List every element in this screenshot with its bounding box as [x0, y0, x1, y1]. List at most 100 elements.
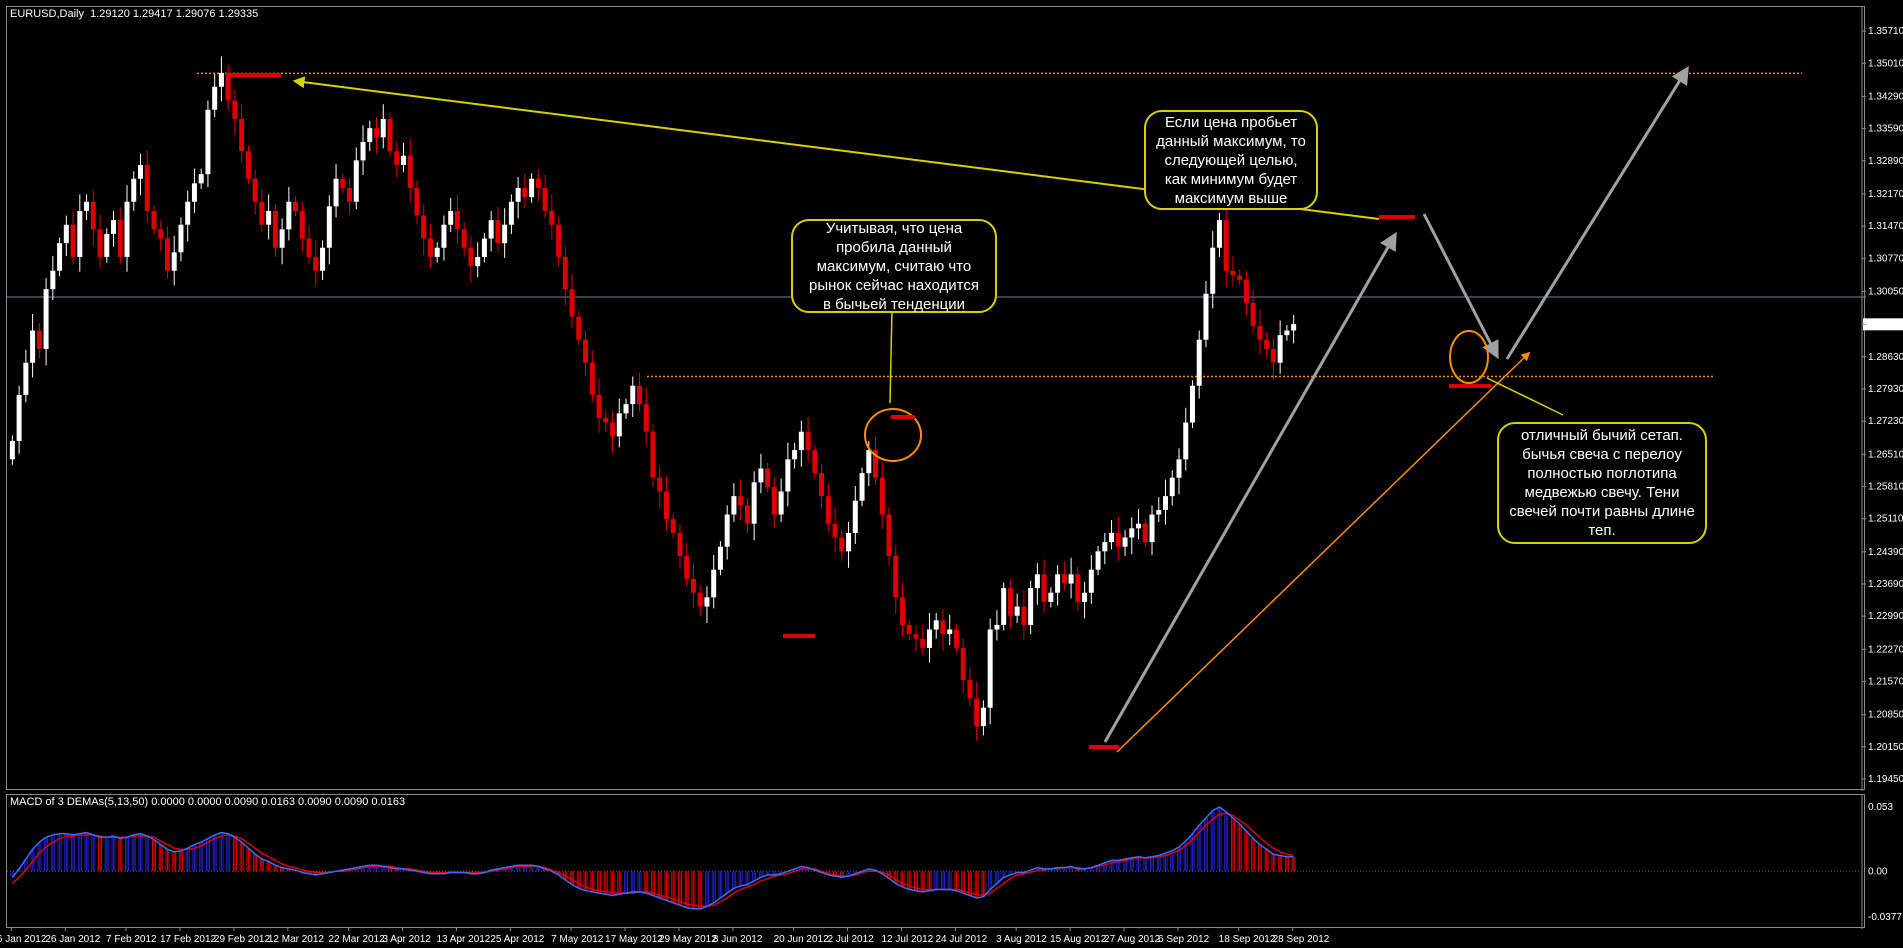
- candle-body: [16, 394, 22, 441]
- candle-body: [717, 546, 723, 570]
- candle-body: [198, 174, 204, 184]
- candle-body: [1183, 422, 1189, 460]
- price-tick-label: 1.25110: [1868, 514, 1903, 525]
- price-tick-label: 1.29335: [1868, 319, 1903, 330]
- date-tick-label: 3 Apr 2012: [382, 934, 431, 945]
- candle-body: [1142, 523, 1148, 543]
- candle-body: [643, 404, 649, 432]
- candle-body: [1122, 537, 1128, 547]
- candle-body: [468, 247, 474, 267]
- candle-body: [9, 440, 15, 460]
- candle-body: [623, 404, 629, 414]
- candle-body: [933, 620, 939, 630]
- candle-body: [859, 473, 865, 501]
- date-tick-label: 7 Feb 2012: [106, 934, 157, 945]
- candle-body: [23, 362, 29, 395]
- date-tick-label: 7 May 2012: [551, 934, 604, 945]
- candle-body: [218, 72, 224, 87]
- candle-body: [185, 201, 191, 225]
- candle-body: [697, 592, 703, 607]
- candle-body: [866, 450, 872, 474]
- candle-body: [637, 385, 643, 405]
- candle-body: [353, 160, 359, 202]
- price-tick-label: 1.31470: [1868, 221, 1903, 232]
- date-tick-label: 28 Sep 2012: [1273, 934, 1330, 945]
- price-tick-label: 1.30770: [1868, 253, 1903, 264]
- candle-body: [461, 229, 467, 248]
- candle-body: [542, 187, 548, 211]
- candle-body: [690, 578, 696, 593]
- candle-body: [340, 178, 346, 188]
- candlestick-chart[interactable]: 1.35710 1.35010 1.34290 1.33590 1.32890 1.321…: [7, 7, 1903, 791]
- candle-body: [960, 647, 966, 681]
- macd-indicator-pane[interactable]: MACD of 3 DEMAs(5,13,50) 0.0000 0.0000 0…: [6, 794, 1902, 929]
- price-tick-label: 1.34290: [1868, 91, 1903, 102]
- macd-lines: [11, 806, 1294, 910]
- candle-body: [394, 151, 400, 165]
- candle-body: [488, 220, 494, 239]
- candle-body: [502, 224, 508, 244]
- projection-arrow: [1505, 65, 1689, 360]
- candle-body: [792, 450, 798, 460]
- candle-body: [252, 178, 258, 202]
- macd-line: [11, 806, 1294, 910]
- candle-body: [704, 597, 710, 607]
- date-tick-label: 27 Aug 2012: [1104, 934, 1161, 945]
- date-tick-label: 2 Jul 2012: [828, 934, 875, 945]
- candle-body: [576, 316, 582, 340]
- price-tick-label: 1.24390: [1868, 547, 1903, 558]
- candle-body: [1163, 496, 1169, 510]
- candle-body: [738, 496, 744, 506]
- candle-body: [677, 532, 683, 556]
- candle-body: [603, 417, 609, 423]
- date-tick-label: 17 Feb 2012: [160, 934, 217, 945]
- candle-body: [1034, 574, 1040, 589]
- candle-body: [427, 238, 433, 257]
- candle-body: [684, 555, 690, 579]
- callout-pointer: [889, 308, 893, 404]
- candle-body: [84, 201, 90, 211]
- date-tick-label: 8 Jun 2012: [713, 934, 763, 945]
- candle-body: [70, 224, 76, 257]
- candle-body: [495, 220, 501, 244]
- candle-body: [104, 233, 110, 257]
- symbol-info: EURUSD,Daily 1.29120 1.29417 1.29076 1.2…: [10, 8, 259, 20]
- candle-body: [616, 413, 622, 437]
- candle-body: [535, 178, 541, 188]
- candle-body: [117, 220, 123, 257]
- candle-body: [610, 422, 616, 437]
- candle-body: [481, 238, 487, 257]
- date-tick-label: 17 May 2012: [605, 934, 663, 945]
- candle-body: [212, 86, 218, 110]
- macd-chart[interactable]: 0.053 0.00 -0.0377: [7, 795, 1902, 929]
- candle-body: [1210, 247, 1216, 294]
- signal-line: [11, 812, 1294, 908]
- candle-body: [1055, 574, 1061, 593]
- callout-pointer: [1486, 377, 1564, 416]
- candle-body: [900, 597, 906, 625]
- candle-body: [326, 206, 332, 248]
- candle-body: [50, 270, 56, 290]
- candle-body: [333, 178, 339, 207]
- candle-body: [522, 187, 528, 198]
- candle-body: [63, 224, 69, 244]
- pullback-arrow: [1422, 213, 1499, 360]
- candle-body: [731, 496, 737, 515]
- candle-body: [1041, 574, 1047, 602]
- candle-body: [36, 330, 42, 349]
- price-chart-pane[interactable]: EURUSD,Daily 1.29120 1.29417 1.29076 1.2…: [6, 6, 1903, 791]
- candle-body: [744, 505, 750, 524]
- date-tick-label: 26 Jan 2012: [45, 934, 100, 945]
- candle-body: [839, 537, 845, 552]
- candle-body: [967, 680, 973, 699]
- candle-body: [724, 514, 730, 547]
- highlight-ellipse: [1449, 330, 1489, 384]
- candle-body: [225, 72, 231, 101]
- price-tick-label: 1.35010: [1868, 58, 1903, 69]
- price-tick-label: 1.20150: [1868, 742, 1903, 753]
- candle-body: [320, 247, 326, 271]
- price-tick-label: 1.35710: [1868, 26, 1903, 37]
- candle-body: [111, 220, 117, 234]
- candle-body: [1270, 348, 1276, 363]
